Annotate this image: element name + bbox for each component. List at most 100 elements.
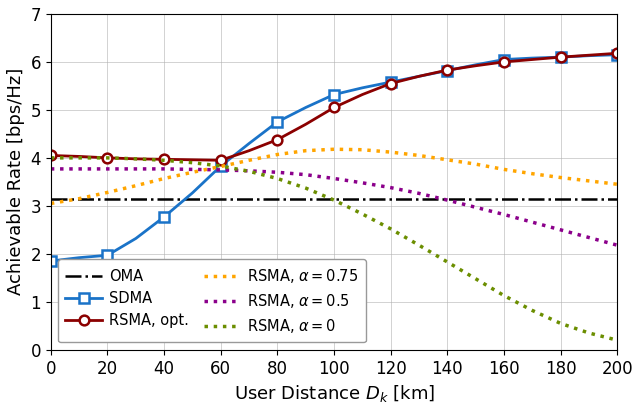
Line: RSMA, $\alpha = 0.75$: RSMA, $\alpha = 0.75$ bbox=[51, 149, 617, 203]
RSMA, $\alpha = 0.75$ bbox=[557, 175, 564, 180]
OMA bbox=[557, 196, 564, 201]
RSMA, opt. bbox=[302, 122, 310, 127]
OMA bbox=[444, 196, 451, 201]
RSMA, $\alpha = 0$ bbox=[500, 293, 508, 298]
RSMA, $\alpha = 0$ bbox=[245, 169, 253, 174]
RSMA, opt. bbox=[529, 57, 536, 62]
RSMA, $\alpha = 0.5$ bbox=[529, 220, 536, 225]
RSMA, $\alpha = 0.75$ bbox=[273, 152, 281, 157]
SDMA bbox=[444, 68, 451, 73]
RSMA, $\alpha = 0$ bbox=[529, 308, 536, 313]
RSMA, $\alpha = 0$ bbox=[160, 158, 168, 163]
RSMA, $\alpha = 0.5$ bbox=[245, 169, 253, 173]
X-axis label: User Distance $D_k$ [km]: User Distance $D_k$ [km] bbox=[234, 383, 435, 404]
RSMA, $\alpha = 0.5$ bbox=[47, 166, 54, 171]
RSMA, $\alpha = 0.75$ bbox=[47, 201, 54, 206]
RSMA, opt. bbox=[47, 153, 54, 158]
RSMA, $\alpha = 0.5$ bbox=[189, 167, 196, 172]
OMA bbox=[415, 196, 423, 201]
RSMA, $\alpha = 0.75$ bbox=[444, 157, 451, 162]
RSMA, $\alpha = 0.75$ bbox=[613, 182, 621, 187]
RSMA, $\alpha = 0.5$ bbox=[132, 166, 140, 171]
OMA bbox=[358, 196, 366, 201]
RSMA, $\alpha = 0.75$ bbox=[104, 190, 111, 195]
RSMA, $\alpha = 0.75$ bbox=[217, 164, 225, 169]
RSMA, $\alpha = 0.75$ bbox=[387, 150, 394, 155]
SDMA bbox=[557, 55, 564, 60]
SDMA bbox=[132, 236, 140, 241]
RSMA, $\alpha = 0$ bbox=[189, 160, 196, 165]
SDMA bbox=[529, 55, 536, 60]
SDMA bbox=[387, 80, 394, 85]
RSMA, $\alpha = 0.5$ bbox=[415, 191, 423, 196]
RSMA, $\alpha = 0.75$ bbox=[358, 147, 366, 152]
RSMA, $\alpha = 0$ bbox=[330, 198, 338, 203]
RSMA, $\alpha = 0.5$ bbox=[273, 170, 281, 175]
RSMA, $\alpha = 0.75$ bbox=[245, 158, 253, 163]
Line: RSMA, opt.: RSMA, opt. bbox=[51, 53, 617, 160]
SDMA bbox=[585, 53, 593, 58]
RSMA, $\alpha = 0$ bbox=[415, 243, 423, 248]
RSMA, $\alpha = 0.5$ bbox=[358, 180, 366, 185]
OMA bbox=[76, 196, 83, 201]
RSMA, opt. bbox=[160, 157, 168, 162]
OMA bbox=[104, 196, 111, 201]
SDMA bbox=[500, 57, 508, 62]
RSMA, $\alpha = 0$ bbox=[132, 156, 140, 161]
RSMA, opt. bbox=[76, 154, 83, 159]
RSMA, $\alpha = 0.75$ bbox=[330, 147, 338, 152]
SDMA bbox=[47, 259, 54, 263]
Legend: OMA, SDMA, RSMA, opt., RSMA, $\alpha = 0.75$, RSMA, $\alpha = 0.5$, RSMA, $\alph: OMA, SDMA, RSMA, opt., RSMA, $\alpha = 0… bbox=[58, 259, 366, 342]
OMA bbox=[217, 196, 225, 201]
RSMA, $\alpha = 0$ bbox=[472, 276, 479, 281]
RSMA, $\alpha = 0$ bbox=[104, 155, 111, 160]
RSMA, $\alpha = 0.5$ bbox=[302, 172, 310, 177]
RSMA, $\alpha = 0.75$ bbox=[132, 183, 140, 188]
OMA bbox=[245, 196, 253, 201]
RSMA, opt. bbox=[557, 55, 564, 60]
RSMA, $\alpha = 0.5$ bbox=[472, 205, 479, 210]
RSMA, $\alpha = 0$ bbox=[358, 212, 366, 217]
RSMA, opt. bbox=[444, 68, 451, 73]
OMA bbox=[585, 196, 593, 201]
RSMA, opt. bbox=[104, 155, 111, 160]
RSMA, opt. bbox=[472, 63, 479, 68]
RSMA, $\alpha = 0.75$ bbox=[500, 167, 508, 172]
RSMA, $\alpha = 0$ bbox=[557, 321, 564, 326]
OMA bbox=[472, 196, 479, 201]
OMA bbox=[500, 196, 508, 201]
RSMA, $\alpha = 0.75$ bbox=[529, 171, 536, 176]
RSMA, $\alpha = 0.5$ bbox=[613, 243, 621, 248]
RSMA, $\alpha = 0.5$ bbox=[104, 166, 111, 171]
OMA bbox=[529, 196, 536, 201]
RSMA, opt. bbox=[415, 74, 423, 79]
RSMA, $\alpha = 0.75$ bbox=[189, 170, 196, 175]
RSMA, $\alpha = 0$ bbox=[613, 338, 621, 343]
RSMA, $\alpha = 0$ bbox=[217, 164, 225, 169]
Line: RSMA, $\alpha = 0.5$: RSMA, $\alpha = 0.5$ bbox=[51, 169, 617, 245]
SDMA bbox=[302, 105, 310, 110]
RSMA, $\alpha = 0.5$ bbox=[557, 227, 564, 232]
RSMA, $\alpha = 0.5$ bbox=[76, 166, 83, 171]
SDMA bbox=[217, 164, 225, 169]
RSMA, $\alpha = 0.75$ bbox=[415, 153, 423, 158]
RSMA, $\alpha = 0.5$ bbox=[160, 166, 168, 171]
RSMA, opt. bbox=[613, 51, 621, 56]
Y-axis label: Achievable Rate [bps/Hz]: Achievable Rate [bps/Hz] bbox=[7, 68, 25, 296]
RSMA, $\alpha = 0$ bbox=[444, 259, 451, 264]
SDMA bbox=[613, 52, 621, 57]
RSMA, $\alpha = 0.5$ bbox=[330, 176, 338, 181]
RSMA, $\alpha = 0.75$ bbox=[160, 176, 168, 181]
Line: SDMA: SDMA bbox=[51, 55, 617, 261]
RSMA, $\alpha = 0.75$ bbox=[472, 162, 479, 166]
RSMA, $\alpha = 0.75$ bbox=[76, 196, 83, 201]
OMA bbox=[613, 196, 621, 201]
RSMA, opt. bbox=[358, 92, 366, 97]
SDMA bbox=[160, 215, 168, 219]
Line: RSMA, $\alpha = 0$: RSMA, $\alpha = 0$ bbox=[51, 158, 617, 340]
RSMA, opt. bbox=[132, 156, 140, 161]
SDMA bbox=[76, 255, 83, 260]
OMA bbox=[273, 196, 281, 201]
SDMA bbox=[189, 190, 196, 195]
RSMA, opt. bbox=[189, 157, 196, 162]
